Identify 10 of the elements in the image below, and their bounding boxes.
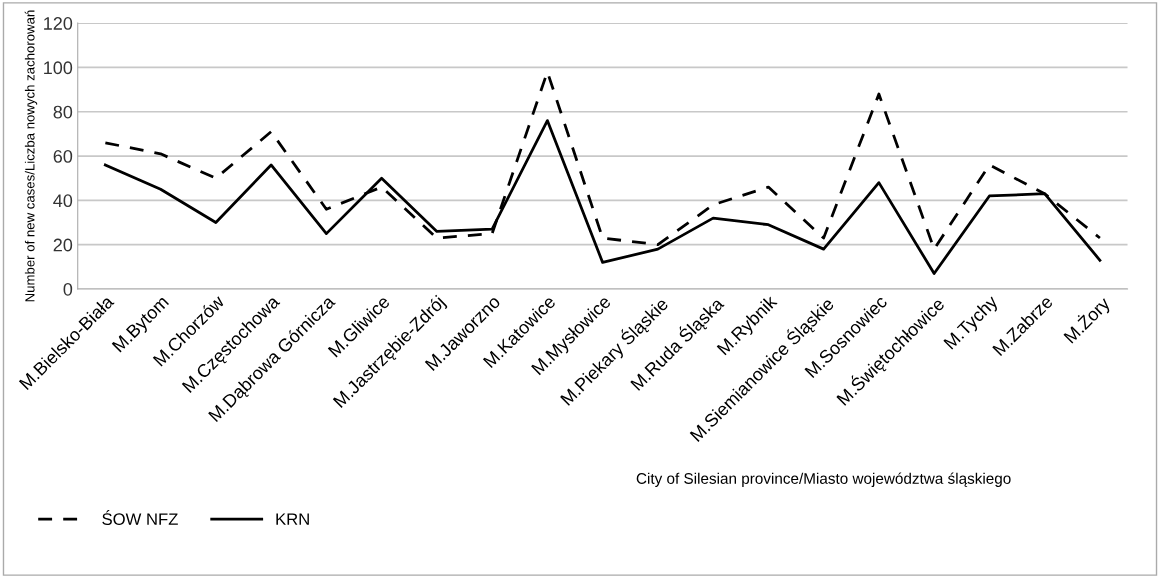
y-tick-label: 80 [53, 105, 73, 119]
y-tick-label: 0 [63, 282, 73, 296]
y-tick-label: 120 [44, 17, 73, 30]
legend-label: ŚOW NFZ [102, 509, 178, 526]
legend-label: KRN [276, 513, 309, 525]
y-tick-label: 40 [53, 194, 73, 208]
x-axis-title: City of Silesian province/Miasto województwa śląskiego [636, 472, 1011, 487]
y-tick-label: 100 [44, 61, 73, 75]
y-tick-label: 20 [53, 238, 73, 252]
y-tick-label: 60 [53, 149, 73, 163]
